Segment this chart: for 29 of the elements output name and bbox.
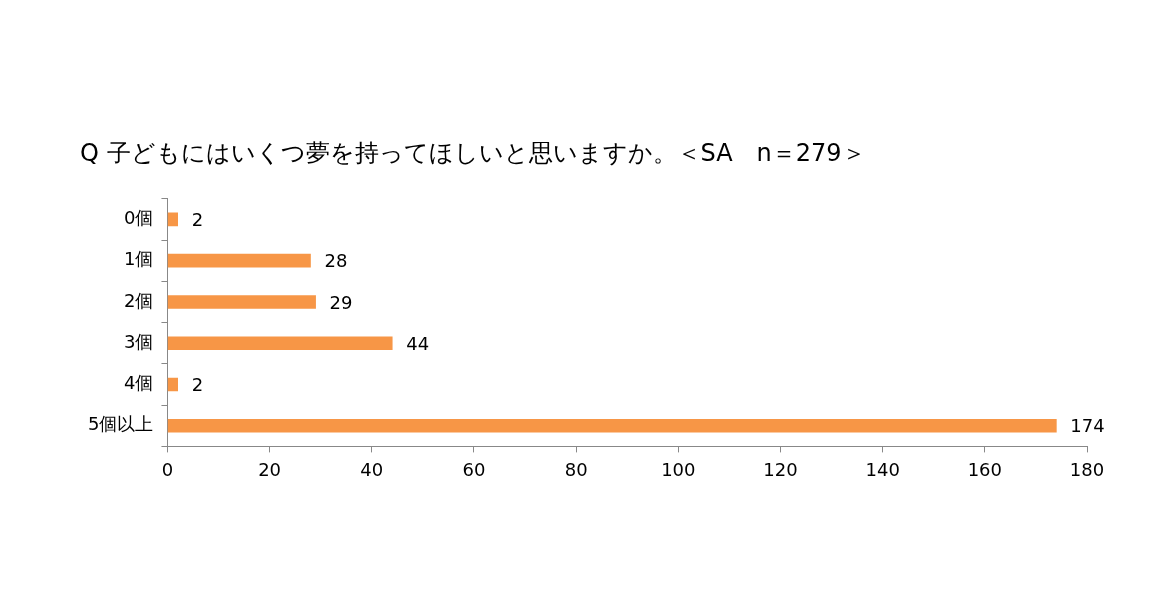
bar [167, 295, 316, 309]
x-tick-label: 40 [360, 458, 384, 480]
x-tick-label: 120 [763, 458, 798, 480]
y-tick-label: 3個 [124, 330, 154, 352]
x-tick-label: 180 [1069, 458, 1105, 480]
data-label: 44 [406, 332, 430, 354]
x-tick-label: 80 [564, 458, 588, 480]
x-tick-label: 20 [258, 458, 282, 480]
chart-title: Q 子どもにはいくつ夢を持ってほしいと思いますか。＜SA n＝279＞ [80, 138, 866, 167]
bar [167, 212, 178, 227]
x-tick-label: 100 [661, 458, 696, 480]
bar [167, 418, 1057, 433]
y-tick-label: 2個 [124, 289, 154, 311]
y-tick-label: 4個 [124, 372, 154, 394]
bar [167, 377, 178, 392]
data-label: 2 [191, 374, 204, 396]
x-tick-label: 160 [967, 458, 1003, 480]
x-tick-label: 60 [462, 458, 486, 480]
y-tick-label: 5個以上 [88, 413, 154, 435]
y-tick-label: 1個 [124, 248, 154, 270]
y-tick-label: 0個 [124, 207, 154, 229]
data-label: 29 [329, 291, 353, 313]
x-tick-label: 0 [161, 458, 174, 480]
bar [167, 336, 393, 351]
x-tick-label: 140 [865, 458, 900, 480]
data-label: 2 [191, 209, 204, 231]
bar [167, 253, 311, 268]
data-label: 28 [324, 250, 348, 272]
data-label: 174 [1070, 415, 1105, 437]
